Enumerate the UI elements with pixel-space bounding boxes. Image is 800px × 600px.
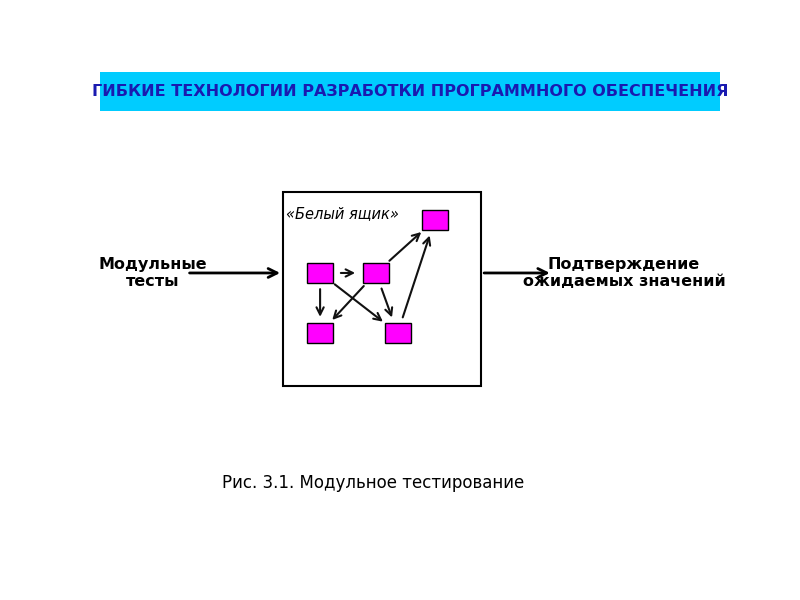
Text: Рис. 3.1. Модульное тестирование: Рис. 3.1. Модульное тестирование bbox=[222, 474, 524, 492]
Bar bbox=[385, 323, 410, 343]
Bar bbox=[363, 263, 389, 283]
Bar bbox=[422, 210, 448, 230]
Bar bbox=[307, 323, 333, 343]
Bar bbox=[283, 192, 482, 386]
Bar bbox=[307, 263, 333, 283]
Text: Модульные
тесты: Модульные тесты bbox=[98, 257, 207, 289]
Bar bbox=[100, 72, 720, 111]
Text: ГИБКИЕ ТЕХНОЛОГИИ РАЗРАБОТКИ ПРОГРАММНОГО ОБЕСПЕЧЕНИЯ: ГИБКИЕ ТЕХНОЛОГИИ РАЗРАБОТКИ ПРОГРАММНОГ… bbox=[92, 85, 728, 100]
Text: «Белый ящик»: «Белый ящик» bbox=[286, 206, 399, 221]
Text: Подтверждение
ожидаемых значений: Подтверждение ожидаемых значений bbox=[522, 257, 726, 289]
